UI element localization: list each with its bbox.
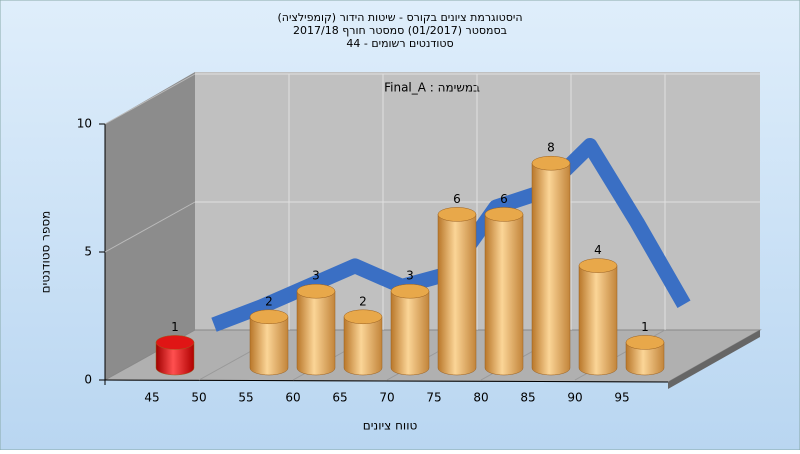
bar-top <box>249 309 289 325</box>
chart-title: היסטוגרמת ציונים בקורס - שיטות הידור (קו… <box>277 11 522 24</box>
bar-top <box>625 335 665 350</box>
data-label: 6 <box>453 192 461 206</box>
y-tick-label: 0 <box>84 373 92 387</box>
x-tick-label: 90 <box>567 391 582 405</box>
x-axis <box>104 379 669 383</box>
x-tick-label: 55 <box>238 391 253 405</box>
x-tick-label: 60 <box>285 391 300 405</box>
bar-top <box>155 335 195 350</box>
bar <box>625 342 665 376</box>
x-tick-label: 80 <box>473 391 488 405</box>
data-label: 3 <box>406 269 414 283</box>
bar <box>390 290 430 376</box>
data-label: 2 <box>265 294 273 308</box>
grid-line <box>104 201 196 253</box>
grid-line <box>104 73 196 125</box>
data-label: 1 <box>641 320 649 334</box>
bar-top <box>296 283 336 299</box>
data-label: 8 <box>547 141 555 155</box>
bar-top <box>343 309 383 325</box>
bar-top <box>578 258 618 273</box>
floor-edge <box>668 330 760 389</box>
bar <box>155 342 195 376</box>
left-wall <box>105 72 195 380</box>
x-tick-label: 70 <box>379 391 394 405</box>
bar-top <box>437 207 477 222</box>
x-tick-label: 95 <box>614 391 629 405</box>
bar <box>484 214 524 376</box>
data-label: 1 <box>171 320 179 334</box>
chart-title: בסמסטר (01/2017) סמסטר חורף 2017/18 <box>293 24 507 37</box>
bar-top <box>484 207 524 222</box>
bar <box>437 214 477 376</box>
bar <box>531 162 571 376</box>
y-tick-label: 5 <box>84 245 92 259</box>
x-tick-label: 50 <box>191 391 206 405</box>
bar-top <box>390 283 430 299</box>
y-tick-label: 10 <box>77 117 92 131</box>
data-label: 4 <box>594 243 602 257</box>
y-axis-label: מספר סטודנטים <box>39 211 53 294</box>
annotation: במשימה : Final_A <box>384 81 480 95</box>
bar <box>249 316 289 376</box>
data-label: 3 <box>312 269 320 283</box>
x-tick-label: 75 <box>426 391 441 405</box>
bar <box>578 265 618 376</box>
x-tick-label: 65 <box>332 391 347 405</box>
data-label: 6 <box>500 192 508 206</box>
x-tick-label: 85 <box>520 391 535 405</box>
bar <box>343 316 383 376</box>
data-label: 2 <box>359 294 367 308</box>
bar-top <box>531 155 571 171</box>
chart-title: סטודנטים רשומים - 44 <box>346 37 453 50</box>
bar <box>296 290 336 376</box>
x-tick-label: 45 <box>144 391 159 405</box>
x-axis-label: טווח ציונים <box>363 419 418 433</box>
